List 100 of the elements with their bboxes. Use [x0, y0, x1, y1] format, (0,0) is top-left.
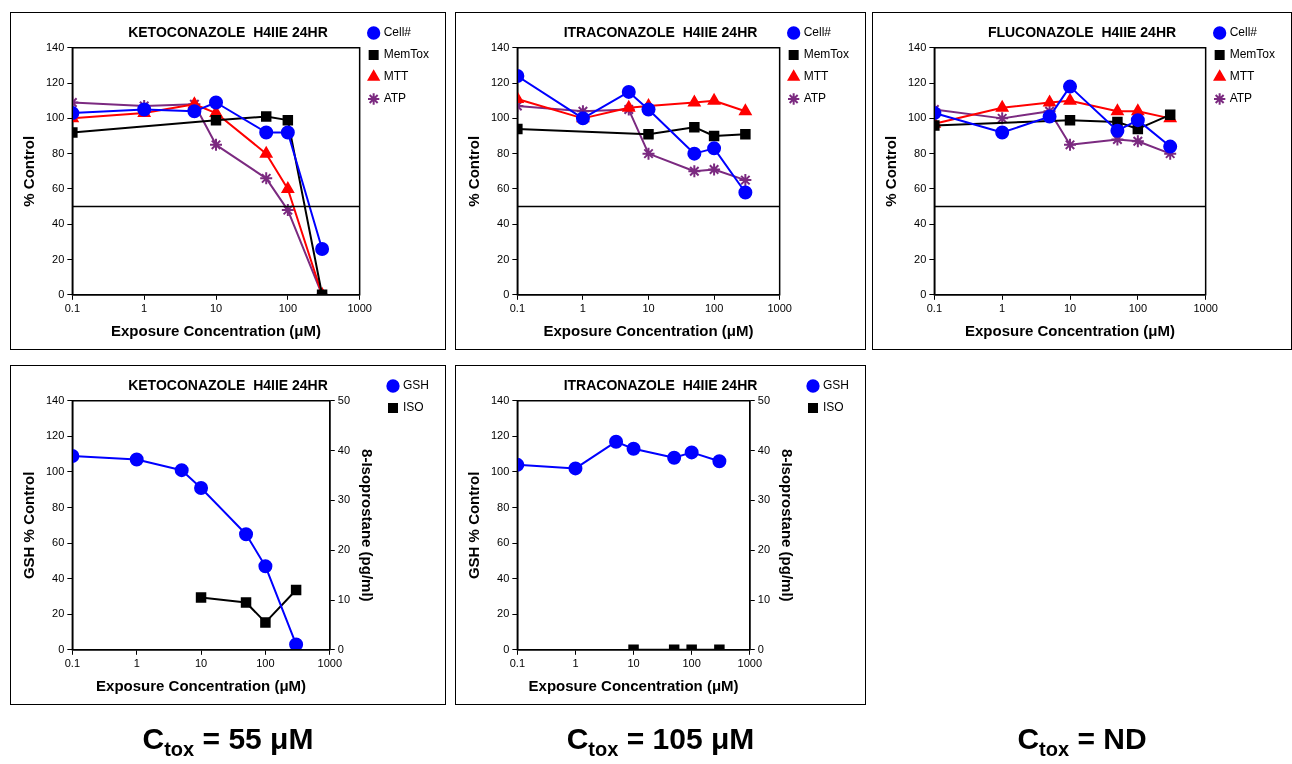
y-tick-label: 140 [45, 40, 65, 53]
y-tick-label: 120 [490, 76, 510, 89]
y-tick-label: 0 [503, 287, 510, 300]
x-tick-label: 100 [256, 657, 275, 670]
x-tick-label: 0.1 [509, 302, 525, 315]
legend-label: ATP [1229, 91, 1253, 106]
chart-title: FLUCONAZOLE H4IIE 24HR [987, 24, 1177, 41]
y-tick-label: 0 [503, 642, 510, 655]
y-tick-label: 60 [497, 536, 510, 549]
x-tick-label: 1 [579, 302, 586, 315]
x-tick-label: 1000 [1193, 302, 1218, 315]
y-tick-label: 20 [497, 607, 510, 620]
y-tick-label: 40 [52, 217, 65, 230]
y2-tick-label: 10 [337, 593, 351, 606]
x-tick-label: 10 [1063, 302, 1077, 315]
y-tick-label: 20 [52, 252, 65, 265]
y2-tick-label: 40 [337, 443, 351, 456]
x-tick-label: 1 [999, 302, 1006, 315]
legend-label: Cell# [1229, 25, 1258, 40]
y-tick-label: 0 [58, 287, 65, 300]
x-tick-label: 1 [141, 302, 148, 315]
y-tick-label: 80 [497, 146, 510, 159]
x-tick-label: 1000 [317, 657, 342, 670]
y-tick-label: 80 [52, 500, 65, 513]
text: C$_{tox}$ = ND [1016, 722, 1148, 761]
x-tick-label: 0.1 [926, 302, 942, 315]
x-axis-title: Exposure Concentration (μM) [528, 677, 739, 695]
legend-label: Cell# [803, 25, 832, 40]
y-tick-label: 60 [52, 536, 65, 549]
y-tick-label: 100 [490, 111, 510, 124]
y-tick-label: 80 [52, 146, 65, 159]
y2-tick-label: 0 [337, 642, 344, 655]
y2-tick-label: 50 [337, 393, 351, 406]
x-tick-label: 0.1 [64, 657, 80, 670]
y-tick-label: 60 [52, 181, 65, 194]
legend-label: GSH [823, 378, 850, 393]
x-tick-label: 100 [1128, 302, 1148, 315]
y-tick-label: 120 [490, 429, 510, 442]
x-tick-label: 10 [194, 657, 208, 670]
y-tick-label: 140 [490, 393, 510, 406]
y-tick-label: 40 [914, 217, 927, 230]
x-tick-label: 0.1 [509, 657, 525, 670]
text: C$_{tox}$ = 55 μM [141, 722, 315, 761]
y-tick-label: 40 [497, 571, 510, 584]
y-tick-label: 20 [914, 252, 927, 265]
y2-tick-label: 50 [757, 393, 771, 406]
y2-axis-title: 8-Isoprostane (pg/ml) [358, 449, 376, 602]
x-tick-label: 100 [682, 657, 701, 670]
text: C$_{tox}$ = 105 μM [565, 722, 756, 761]
x-tick-label: 0.1 [64, 302, 80, 315]
x-tick-label: 10 [642, 302, 655, 315]
y-tick-label: 100 [490, 464, 510, 477]
y-tick-label: 120 [45, 429, 65, 442]
y-tick-label: 0 [58, 642, 65, 655]
y-tick-label: 100 [45, 464, 65, 477]
y-axis-title: GSH % Control [20, 471, 38, 580]
x-tick-label: 100 [704, 302, 724, 315]
y2-tick-label: 40 [757, 443, 771, 456]
legend-label: Cell# [383, 25, 412, 40]
y2-tick-label: 20 [337, 543, 351, 556]
y2-tick-label: 0 [757, 642, 764, 655]
chart-title: ITRACONAZOLE H4IIE 24HR [563, 24, 758, 41]
y-axis-title: GSH % Control [465, 471, 483, 580]
chart-title: ITRACONAZOLE H4IIE 24HR [563, 377, 758, 394]
x-axis-title: Exposure Concentration (μM) [96, 677, 307, 695]
y-tick-label: 0 [920, 287, 927, 300]
legend-label: MTT [803, 69, 829, 84]
y2-tick-label: 20 [757, 543, 771, 556]
legend-label: GSH [403, 378, 430, 393]
y-tick-label: 140 [490, 40, 510, 53]
x-tick-label: 10 [209, 302, 223, 315]
y-tick-label: 120 [45, 76, 65, 89]
y-tick-label: 100 [907, 111, 927, 124]
x-axis-title: Exposure Concentration (μM) [964, 322, 1176, 340]
legend-label: ATP [383, 91, 407, 106]
x-tick-label: 1000 [347, 302, 372, 315]
x-tick-label: 1000 [737, 657, 762, 670]
y-tick-label: 100 [45, 111, 65, 124]
legend-label: MemTox [803, 47, 849, 62]
legend-label: MemTox [1229, 47, 1275, 62]
y-axis-title: % Control [882, 135, 900, 207]
y-tick-label: 20 [497, 252, 510, 265]
legend-label: ISO [823, 400, 844, 415]
y-tick-label: 140 [907, 40, 927, 53]
y2-tick-label: 30 [337, 493, 351, 506]
y-tick-label: 140 [45, 393, 65, 406]
y2-tick-label: 30 [757, 493, 771, 506]
y-tick-label: 60 [497, 181, 510, 194]
legend-label: ATP [803, 91, 827, 106]
x-tick-label: 1000 [767, 302, 792, 315]
x-tick-label: 10 [627, 657, 640, 670]
legend-label: MTT [1229, 69, 1255, 84]
x-tick-label: 1 [133, 657, 140, 670]
x-axis-title: Exposure Concentration (μM) [110, 322, 322, 340]
y-tick-label: 40 [497, 217, 510, 230]
y2-axis-title: 8-Isoprostane (pg/ml) [778, 449, 796, 602]
y-tick-label: 60 [914, 181, 927, 194]
x-tick-label: 100 [278, 302, 298, 315]
y-tick-label: 40 [52, 571, 65, 584]
chart-title: KETOCONAZOLE H4IIE 24HR [128, 24, 328, 41]
